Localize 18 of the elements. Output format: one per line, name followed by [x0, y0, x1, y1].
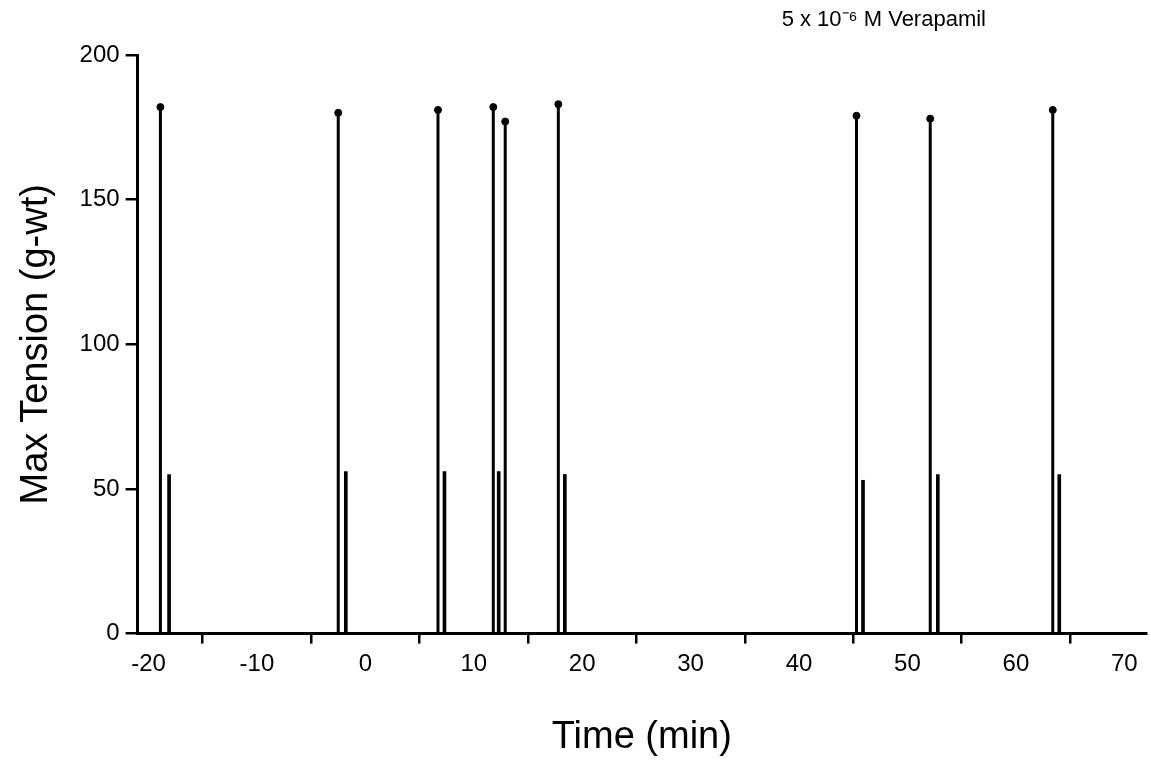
- y-tick-label: 100: [79, 328, 120, 356]
- x-tick-label: -10: [239, 648, 275, 676]
- x-tick-label: 30: [677, 648, 704, 676]
- y-tick-label: 0: [106, 618, 120, 646]
- x-tick-label: 0: [358, 648, 373, 676]
- y-tick-label: 200: [79, 39, 120, 67]
- x-tick-label: 10: [460, 648, 488, 676]
- x-tick-label: 20: [568, 648, 596, 676]
- y-tick-label: 50: [92, 473, 120, 501]
- y-axis-title: Max Tension (g-wt): [13, 184, 56, 505]
- x-tick-label: 60: [1002, 648, 1030, 676]
- x-tick-label: -20: [131, 648, 166, 676]
- x-tick-label: 40: [785, 648, 813, 676]
- x-axis-title: Time (min): [551, 713, 732, 756]
- chart-title: 5 x 10⁻⁶ M Verapamil: [781, 6, 987, 32]
- x-tick-label: 70: [1110, 648, 1138, 676]
- y-tick-label: 150: [79, 184, 120, 212]
- x-tick-label: 50: [894, 648, 921, 676]
